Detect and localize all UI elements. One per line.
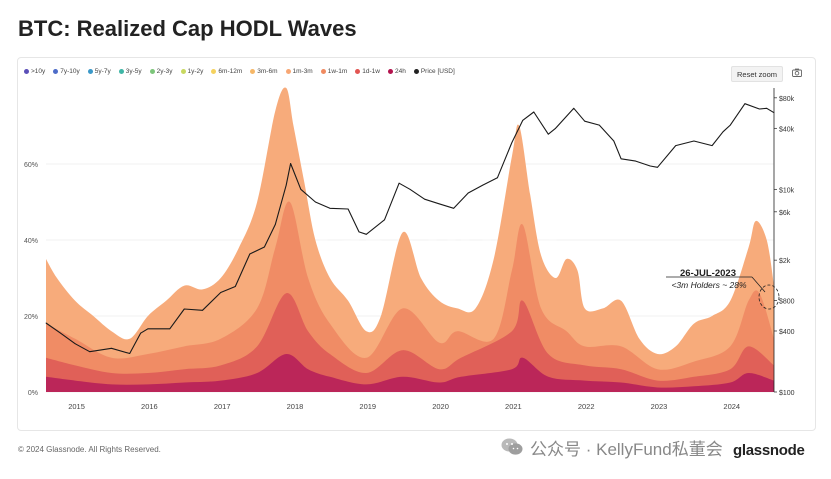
legend-item[interactable]: 1y-2y — [180, 64, 204, 78]
legend-label: 6m-12m — [218, 67, 243, 75]
legend-label: 24h — [394, 67, 406, 75]
legend-item[interactable]: 3y-5y — [118, 64, 142, 78]
legend-label: 1y-2y — [187, 67, 204, 75]
wechat-icon — [501, 438, 523, 455]
legend-label: 7y-10y — [60, 67, 80, 75]
legend-label: 3y-5y — [125, 67, 142, 75]
wechat-watermark: 公众号 · KellyFund私董会 — [500, 432, 824, 462]
legend-label: 1m-3m — [292, 67, 313, 75]
legend-item[interactable]: 1d-1w — [355, 64, 380, 78]
legend-item[interactable]: 6m-12m — [211, 64, 242, 78]
legend-label: 1w-1m — [327, 67, 348, 75]
legend-swatch — [53, 68, 59, 74]
legend-item[interactable]: 1w-1m — [320, 64, 348, 78]
legend: >10y 7y-10y 5y-7y 3y-5y 2y-3y 1y-2y 6m-12m 3m-6… — [24, 64, 724, 78]
chart-panel — [17, 57, 816, 431]
chart-title: BTC: Realized Cap HODL Waves — [18, 16, 357, 41]
reset-zoom-button[interactable]: Reset zoom — [731, 66, 783, 82]
camera-icon[interactable] — [792, 68, 802, 77]
legend-swatch — [118, 68, 124, 74]
legend-swatch — [24, 68, 29, 74]
legend-item[interactable]: Price [USD] — [413, 64, 455, 78]
copyright-footer: © 2024 Glassnode. All Rights Reserved. — [18, 445, 161, 454]
legend-item[interactable]: >10y — [24, 64, 45, 78]
legend-item[interactable]: 2y-3y — [149, 64, 173, 78]
legend-item[interactable]: 5y-7y — [87, 64, 111, 78]
brand-logo: glassnode — [733, 442, 805, 459]
legend-swatch — [320, 68, 326, 74]
legend-label: 2y-3y — [156, 67, 173, 75]
legend-swatch — [387, 68, 393, 74]
legend-item[interactable]: 1m-3m — [285, 64, 313, 78]
legend-swatch — [180, 68, 186, 74]
legend-label: 5y-7y — [94, 67, 111, 75]
legend-swatch — [149, 68, 155, 74]
legend-label: >10y — [31, 67, 46, 75]
legend-swatch — [211, 68, 217, 74]
legend-swatch — [355, 68, 361, 74]
legend-item[interactable]: 3m-6m — [250, 64, 278, 78]
legend-item[interactable]: 7y-10y — [53, 64, 80, 78]
wechat-text: 公众号 · KellyFund私董会 — [530, 439, 723, 459]
legend-label: 3m-6m — [257, 67, 278, 75]
legend-swatch — [250, 68, 256, 74]
legend-swatch — [413, 68, 419, 74]
legend-label: Price [USD] — [420, 67, 455, 75]
legend-label: 1d-1w — [362, 67, 380, 75]
legend-item[interactable]: 24h — [387, 64, 406, 78]
legend-swatch — [87, 68, 93, 74]
legend-swatch — [285, 68, 291, 74]
